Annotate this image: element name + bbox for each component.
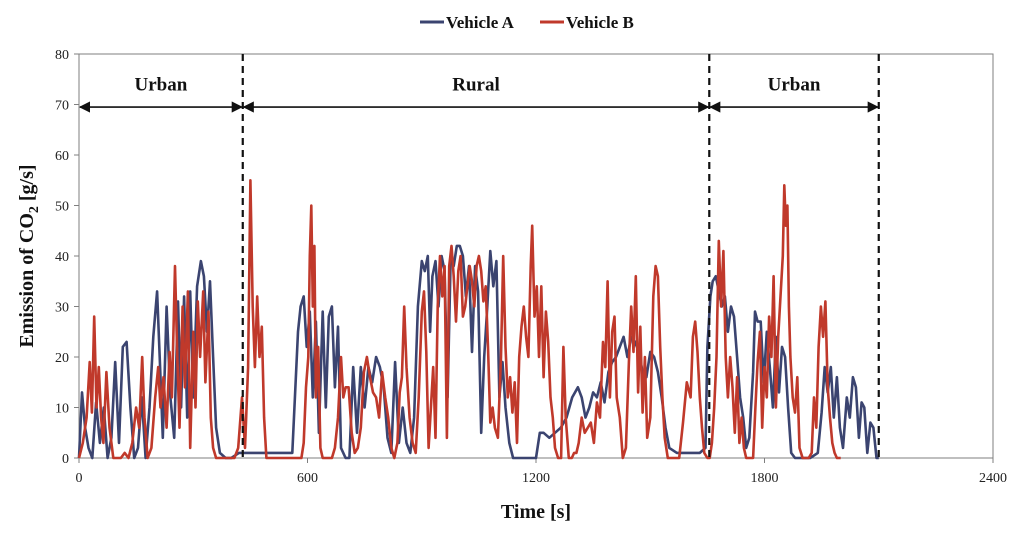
y-tick-label: 10 [55, 402, 69, 417]
series-layer [77, 179, 879, 460]
section-label: Urban [768, 74, 821, 95]
x-axis-ticks: 0 600 1200 1800 2400 [76, 458, 1007, 486]
x-tick-label: 1800 [751, 471, 779, 486]
y-tick-label: 0 [62, 452, 69, 467]
y-tick-label: 80 [55, 48, 69, 63]
y-tick-label: 30 [55, 301, 69, 316]
legend: Vehicle A Vehicle B [420, 13, 634, 32]
y-tick-label: 40 [55, 250, 69, 265]
x-tick-label: 2400 [979, 471, 1007, 486]
section-label: Rural [452, 74, 500, 95]
x-tick-label: 0 [76, 471, 83, 486]
y-axis-title-unit: [g/s] [16, 164, 38, 206]
y-axis-title: Emission of CO2 [g/s] [16, 164, 42, 347]
y-axis-title-subscript: 2 [27, 206, 42, 213]
y-tick-label: 50 [55, 200, 69, 215]
legend-label-vehicle-a: Vehicle A [446, 13, 515, 32]
x-tick-label: 1200 [522, 471, 550, 486]
y-axis-ticks: 0 10 20 30 40 50 60 70 80 [55, 48, 79, 467]
legend-label-vehicle-b: Vehicle B [566, 13, 634, 32]
section-annotations: Urban Rural Urban [78, 54, 880, 458]
y-tick-label: 60 [55, 149, 69, 164]
y-tick-label: 70 [55, 99, 69, 114]
section-label: Urban [134, 74, 187, 95]
x-tick-label: 600 [297, 471, 318, 486]
x-axis-title: Time [s] [501, 501, 571, 523]
y-axis-title-main: Emission of CO [16, 213, 38, 347]
series-line-vehicle-a [77, 244, 879, 460]
y-tick-label: 20 [55, 351, 69, 366]
series-line-vehicle-b [77, 179, 841, 460]
